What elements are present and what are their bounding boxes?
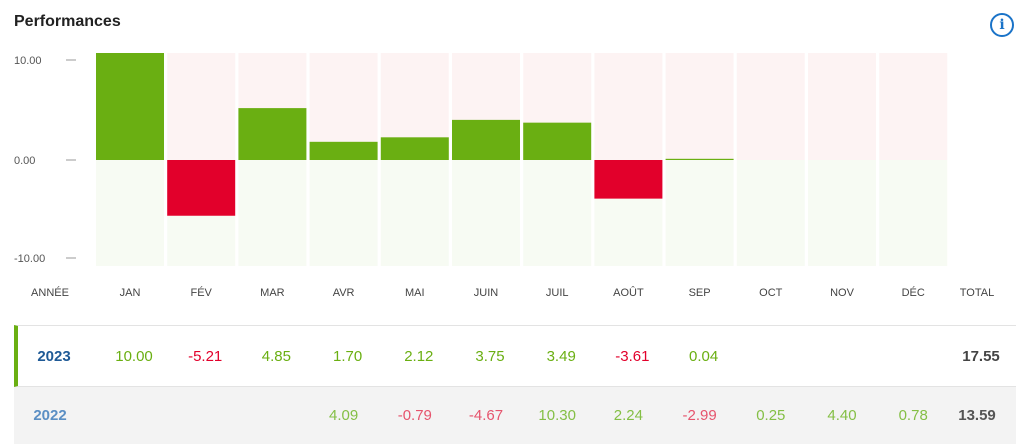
year-row-2023[interactable]: 2023 17.55 10.00 -5.21 4.85 1.70 2.12 3.75 3.4… — [14, 325, 1016, 387]
performance-bar-chart: 10.00 0.00 -10.00 — [14, 53, 948, 266]
month-value: 0.25 — [756, 407, 786, 424]
info-icon[interactable]: i — [990, 13, 1014, 37]
y-tick-label: 10.00 — [14, 55, 42, 67]
year-label[interactable]: 2022 — [33, 407, 67, 424]
column-bg-positive — [879, 53, 948, 160]
column-bg-negative — [523, 160, 592, 266]
month-value: 1.70 — [332, 348, 363, 365]
bar-juil — [523, 122, 592, 160]
bar-fév — [167, 160, 236, 216]
month-label: JUIN — [473, 287, 499, 299]
month-value: 0.78 — [898, 407, 928, 424]
column-bg-positive — [665, 53, 734, 160]
month-value: 4.40 — [827, 407, 857, 424]
column-bg-positive — [167, 53, 236, 160]
month-label: DÉC — [901, 287, 925, 299]
column-bg-negative — [879, 160, 948, 266]
column-bg-negative — [808, 160, 876, 266]
month-header-row: ANNÉE TOTAL JAN FÉV MAR AVR MAI JUIN JUIL AOÛT S… — [0, 287, 1016, 305]
bar-juin — [452, 119, 520, 160]
month-label: JAN — [119, 287, 141, 299]
bar-avr — [309, 141, 378, 160]
month-value: -2.99 — [682, 407, 717, 424]
month-label: AOÛT — [613, 287, 644, 299]
month-label: SEP — [688, 287, 711, 299]
column-bg-negative — [736, 160, 805, 266]
column-bg-negative — [665, 160, 734, 266]
month-label: MAR — [260, 287, 285, 299]
month-label: NOV — [830, 287, 854, 299]
bar-août — [594, 160, 663, 199]
column-bg-negative — [452, 160, 520, 266]
column-bg-positive — [736, 53, 805, 160]
month-value: -4.67 — [468, 407, 504, 424]
total-header: TOTAL — [959, 287, 995, 299]
month-value: -3.61 — [615, 348, 650, 365]
year-label[interactable]: 2023 — [37, 348, 71, 365]
month-value: 2.12 — [404, 348, 434, 365]
column-bg-negative — [309, 160, 378, 266]
month-value: -0.79 — [397, 407, 432, 424]
month-label: JUIL — [545, 287, 569, 299]
month-label: MAI — [405, 287, 425, 299]
column-bg-positive — [808, 53, 876, 160]
column-bg-negative — [380, 160, 449, 266]
column-bg-negative — [96, 160, 164, 266]
column-bg-positive — [594, 53, 663, 160]
month-value: 10.00 — [115, 348, 153, 365]
year-total: 17.55 — [962, 348, 1000, 365]
month-label: FÉV — [190, 287, 212, 299]
month-value: 3.75 — [475, 348, 505, 365]
column-bg-negative — [238, 160, 307, 266]
y-tick-label: 0.00 — [14, 155, 35, 167]
year-total: 13.59 — [958, 407, 996, 424]
month-label: OCT — [759, 287, 783, 299]
month-value: -5.21 — [188, 348, 223, 365]
year-row-2022[interactable]: 2022 13.59 4.09 -0.79 -4.67 10.30 2.24 -2.99 0… — [14, 387, 1016, 444]
month-value: 4.85 — [261, 348, 291, 365]
bar-sep — [665, 158, 734, 160]
bar-mai — [380, 137, 449, 160]
page-title: Performances — [14, 13, 121, 30]
bar-mar — [238, 108, 307, 160]
month-value: 0.04 — [688, 348, 719, 365]
month-value: 10.30 — [538, 407, 576, 424]
year-header: ANNÉE — [31, 287, 69, 299]
month-value: 2.24 — [613, 407, 643, 424]
month-label: AVR — [332, 287, 355, 299]
y-tick-label: -10.00 — [14, 253, 45, 265]
month-value: 3.49 — [546, 348, 576, 365]
bar-jan — [96, 53, 164, 160]
month-value: 4.09 — [328, 407, 359, 424]
